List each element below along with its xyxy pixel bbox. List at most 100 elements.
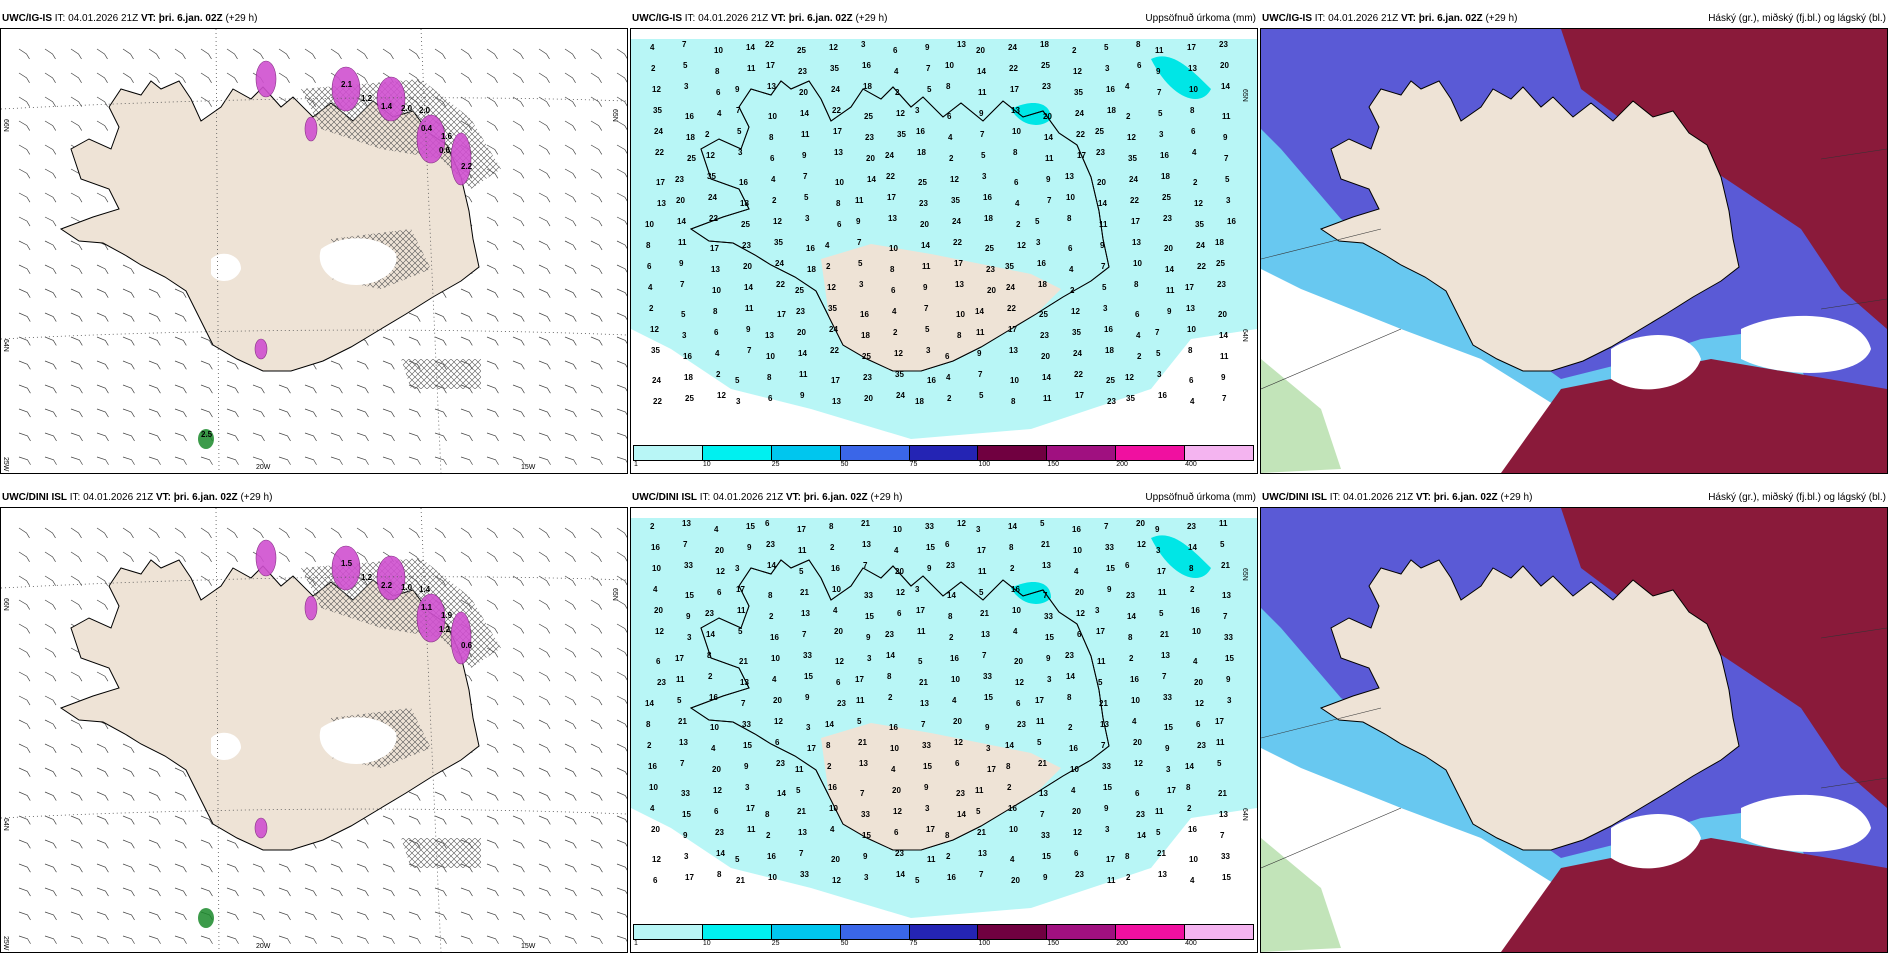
precip-value-label: 5: [1156, 349, 1161, 358]
precip-value-label: 2: [1126, 112, 1131, 121]
shower-cell: [331, 545, 361, 591]
precip-value-label: 6: [945, 540, 950, 549]
precip-value-label: 18: [917, 148, 926, 157]
precip-value-label: 16: [1008, 804, 1017, 813]
precip-area-moderate: [1011, 582, 1051, 604]
precip-value-label: 9: [927, 564, 932, 573]
init-time: 04.01.2026 21Z: [698, 13, 769, 24]
precip-value-label: 8: [717, 870, 722, 879]
precip-value-label: 21: [797, 807, 806, 816]
colorbar-tick-label: 75: [909, 461, 918, 468]
map-frame: 2 13 4 15 6 17 8 21 10 33 12 3 14 5 16 7 20 9 23 11 16 7 20 9 23…: [630, 507, 1258, 953]
precip-value-label: 4: [833, 606, 838, 615]
precip-value-label: 10: [766, 352, 775, 361]
precip-value-label: 13: [682, 519, 691, 528]
precip-value-label: 13: [765, 331, 774, 340]
precip-value-label: 12: [954, 738, 963, 747]
precip-value-label: 20: [799, 88, 808, 97]
precip-value-label: 24: [1129, 175, 1138, 184]
precip-value-label: 33: [803, 651, 812, 660]
precip-value-label: 8: [1006, 762, 1011, 771]
precip-value-label: 16: [683, 352, 692, 361]
precip-value-label: 3: [1105, 825, 1110, 834]
precip-value-label: 16: [767, 852, 776, 861]
precip-value-label: 12: [829, 43, 838, 52]
precip-value-label: 15: [682, 810, 691, 819]
iceland-coastline: [689, 559, 1110, 851]
precip-area-moderate: [1151, 56, 1211, 99]
map-canvas: 2.1 1.2 1.4 2.0 2.0 1.6 0.4 0.6 2.2 2.5 66N 64N 65N 2…: [1, 29, 627, 473]
clear-area: [211, 253, 241, 281]
precip-value-label: 9: [985, 723, 990, 732]
map-canvas: 1.5 1.2 2.2 1.0 1.4 1.9 1.1 1.2 0.6 66N 64N 65N 25W 2…: [1, 508, 627, 952]
colorbar-tick-label: 50: [840, 461, 849, 468]
colorbar-swatch: [908, 924, 979, 940]
precip-value-label: 2: [1007, 783, 1012, 792]
precip-value-label: 3: [986, 744, 991, 753]
init-time: 04.01.2026 21Z: [713, 492, 784, 503]
it-label: IT:: [699, 492, 711, 503]
precip-value-label: 8: [769, 133, 774, 142]
precip-value-label: 33: [684, 561, 693, 570]
precip-value-label: 17: [1157, 567, 1166, 576]
precip-value-label: 7: [980, 130, 985, 139]
precip-value-label: 4: [891, 765, 896, 774]
precip-value-label: 9: [683, 831, 688, 840]
precip-value-label: 25: [864, 112, 873, 121]
precip-value-label: 13: [657, 199, 666, 208]
precip-value-label: 14: [825, 720, 834, 729]
shower-cell: [198, 429, 214, 449]
precip-value-label: 15: [1103, 783, 1112, 792]
precip-area-light: [631, 39, 1257, 439]
precip-value-label: 11: [856, 696, 865, 705]
precip-value-label: 3: [976, 525, 981, 534]
precip-value-label: 23: [919, 199, 928, 208]
precip-value-label: 21: [861, 519, 870, 528]
precip-value-label: 5: [1104, 43, 1109, 52]
precip-value-label: 3: [1105, 64, 1110, 73]
precip-value-label: 6: [837, 220, 842, 229]
precip-value-label: 21: [736, 876, 745, 885]
precip-value-label: 12: [896, 588, 905, 597]
shower-cell: [304, 116, 318, 142]
precip-value-label: 10: [1131, 696, 1140, 705]
precip-value-label: 16: [1188, 825, 1197, 834]
precip-value-label: 9: [800, 391, 805, 400]
precip-value-label: 23: [705, 609, 714, 618]
precip-value-label: 22: [655, 148, 664, 157]
precip-value-label: 22: [886, 172, 895, 181]
precip-value-label: 13: [1039, 789, 1048, 798]
vt-label: VT:: [770, 13, 786, 24]
map-canvas: [1261, 508, 1887, 952]
map-frame: 4 7 10 14 22 25 12 3 6 9 13 20 24 18 2 5 8 11 17 23 2 5 8 11 17 2…: [630, 28, 1258, 474]
precip-value-label: 15: [923, 762, 932, 771]
precip-value-label: 23: [986, 265, 995, 274]
precip-value-label: 3: [684, 852, 689, 861]
lat-label: 65N: [1241, 89, 1248, 102]
clear-area: [1611, 335, 1701, 390]
precip-value-label: 20: [1220, 61, 1229, 70]
precip-value-label: 11: [1099, 220, 1108, 229]
lon-label: 20W: [256, 943, 271, 950]
precip-value-label: 7: [1101, 741, 1106, 750]
precip-value-label: 20: [1136, 519, 1145, 528]
precip-value-label: 8: [890, 265, 895, 274]
precip-value-label: 11: [801, 130, 810, 139]
precip-value-label: 16: [916, 127, 925, 136]
panel-header: UWC/IG-IS IT: 04.01.2026 21Z VT: þri. 6.…: [0, 10, 628, 28]
precip-value-label: 11: [798, 546, 807, 555]
precip-value-label: 12: [1073, 67, 1082, 76]
precip-value-label: 13: [888, 214, 897, 223]
gust-value-label: 2.1: [341, 80, 353, 89]
precip-value-label: 12: [1076, 609, 1085, 618]
precip-value-label: 16: [1037, 259, 1046, 268]
precip-value-label: 3: [1156, 546, 1161, 555]
precip-value-label: 16: [806, 244, 815, 253]
precip-value-label: 4: [1136, 331, 1141, 340]
precip-value-label: 17: [987, 765, 996, 774]
colorbar-swatch: [701, 924, 772, 940]
precip-value-label: 7: [924, 304, 929, 313]
precip-value-label: 7: [1162, 672, 1167, 681]
